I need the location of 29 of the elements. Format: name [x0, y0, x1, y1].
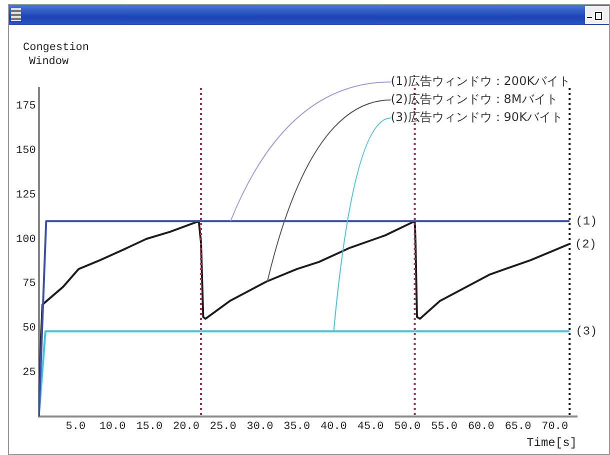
annotation: (2)広告ウィンドウ：8Mバイト: [390, 92, 558, 106]
annotation: (3)広告ウィンドウ：90Kバイト: [390, 110, 563, 124]
series-label: (1): [576, 214, 598, 228]
y-tick-label: 150: [16, 145, 36, 158]
x-tick-label: 45.0: [357, 420, 384, 433]
x-tick-label: 10.0: [99, 420, 126, 433]
series-label: (2): [574, 237, 596, 252]
y-tick-label: 125: [16, 189, 36, 202]
y-tick-label: 25: [22, 366, 36, 379]
x-tick-label: 60.0: [468, 420, 494, 433]
y-tick-label: 75: [22, 278, 36, 290]
x-tick-label: 35.0: [284, 420, 310, 433]
x-tick-label: 40.0: [320, 420, 347, 433]
x-tick-label: 70.0: [542, 420, 568, 433]
x-tick-label: 20.0: [173, 420, 200, 433]
y-tick-label: 50: [22, 322, 36, 335]
x-axis-title: Time[s]: [526, 436, 577, 450]
x-tick-label: 30.0: [246, 420, 274, 433]
y-tick-label: 175: [16, 100, 36, 113]
y-axis-title: Congestion Window: [23, 42, 90, 68]
x-tick-label: 15.0: [136, 420, 163, 433]
series-label: (3): [576, 324, 598, 338]
y-tick-label: 100: [16, 234, 36, 246]
x-tick-label: 50.0: [394, 420, 421, 433]
x-tick-label: 55.0: [431, 420, 458, 433]
x-tick-label: 65.0: [504, 420, 532, 433]
x-tick-label: 5.0: [66, 420, 86, 433]
annotation: (1)広告ウィンドウ：200Kバイト: [390, 74, 571, 88]
x-tick-label: 25.0: [210, 420, 236, 433]
